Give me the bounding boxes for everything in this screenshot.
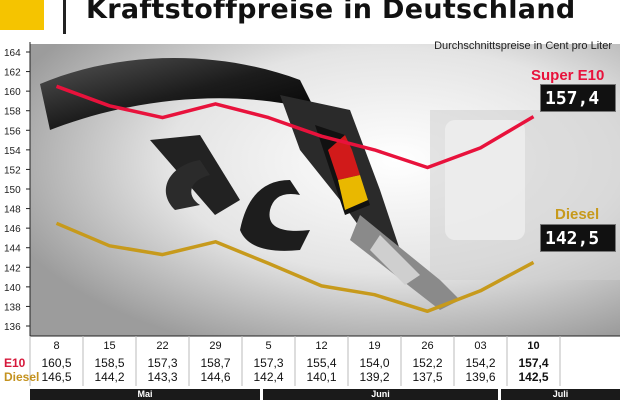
value-label-diesel: 137,5 [412, 370, 443, 384]
y-tick-label: 152 [4, 165, 21, 176]
x-tick-label: 22 [156, 340, 168, 352]
value-label-diesel: 142,4 [253, 370, 284, 384]
value-label-diesel: 140,1 [306, 370, 337, 384]
y-tick-label: 136 [4, 322, 21, 333]
page-title: Kraftstoffpreise in Deutschland [86, 0, 576, 25]
month-bar-mai: Mai [30, 389, 260, 400]
value-label-e10: 154,0 [359, 356, 390, 370]
y-tick-label: 154 [4, 146, 21, 157]
value-label-e10: 160,5 [41, 356, 72, 370]
value-label-e10: 154,2 [465, 356, 496, 370]
legend-diesel-display-box: 142,5 [540, 224, 616, 252]
series-line-diesel [55, 221, 535, 314]
legend-diesel-name: Diesel [555, 206, 600, 223]
month-bar-juni: Juni [263, 389, 498, 400]
value-label-e10: 152,2 [412, 356, 443, 370]
x-tick-label: 5 [265, 340, 271, 352]
x-tick-label: 8 [53, 340, 59, 352]
x-axis-ticks: 8 15 22 29 5 12 19 26 03 10 [29, 335, 620, 386]
series-lines [55, 84, 535, 314]
x-tick-label: 12 [315, 340, 327, 352]
value-label-diesel: 146,5 [41, 370, 72, 384]
y-tick-label: 144 [4, 244, 21, 255]
y-tick-label: 158 [4, 107, 21, 118]
value-label-e10: 158,5 [94, 356, 125, 370]
y-axis: 136 138 140 142 144 146 148 150 152 154 156 158 160 1… [4, 42, 31, 336]
value-label-diesel: 143,3 [147, 370, 178, 384]
accent-block [0, 0, 44, 30]
x-tick-label: 10 [527, 340, 539, 352]
y-tick-label: 140 [4, 283, 21, 294]
x-tick-label: 03 [474, 340, 486, 352]
month-label-juni: Juni [371, 389, 390, 399]
legend-e10-display: 157,4 [545, 88, 600, 109]
fuel-nozzle-photo [30, 44, 620, 336]
value-label-diesel: 142,5 [518, 370, 549, 384]
row-label-e10: E10 [4, 356, 26, 370]
x-tick-label: 19 [368, 340, 380, 352]
x-tick-label: 26 [421, 340, 433, 352]
value-label-diesel: 144,2 [94, 370, 125, 384]
value-label-diesel: 139,2 [359, 370, 390, 384]
y-tick-label: 164 [4, 48, 21, 59]
y-tick-label: 138 [4, 302, 21, 313]
y-tick-label: 160 [4, 87, 21, 98]
legend-e10-name: Super E10 [531, 67, 605, 84]
value-label-e10: 158,7 [200, 356, 231, 370]
y-tick-label: 148 [4, 205, 21, 216]
y-tick-label: 146 [4, 224, 21, 235]
x-tick-label: 15 [103, 340, 115, 352]
y-tick-label: 162 [4, 68, 21, 79]
legend-diesel-display: 142,5 [545, 228, 600, 249]
chart-subtitle: Durchschnittspreise in Cent pro Liter [434, 40, 612, 52]
value-label-e10: 155,4 [306, 356, 337, 370]
legend-e10-display-box: 157,4 [540, 84, 616, 112]
month-label-mai: Mai [137, 389, 153, 399]
value-label-e10: 157,4 [518, 356, 549, 370]
value-label-e10: 157,3 [147, 356, 178, 370]
x-tick-label: 29 [209, 340, 221, 352]
value-label-e10: 157,3 [253, 356, 284, 370]
month-label-juli: Juli [552, 389, 569, 399]
series-line-e10 [55, 84, 535, 170]
y-tick-label: 142 [4, 263, 21, 274]
y-tick-label: 156 [4, 126, 21, 137]
title-bar: Kraftstoffpreise in Deutschland [0, 0, 620, 34]
y-tick-label: 150 [4, 185, 21, 196]
title-divider [63, 0, 66, 34]
month-bar-juli: Juli [501, 389, 620, 400]
value-label-diesel: 139,6 [465, 370, 496, 384]
value-label-diesel: 144,6 [200, 370, 231, 384]
row-label-diesel: Diesel [4, 370, 40, 384]
